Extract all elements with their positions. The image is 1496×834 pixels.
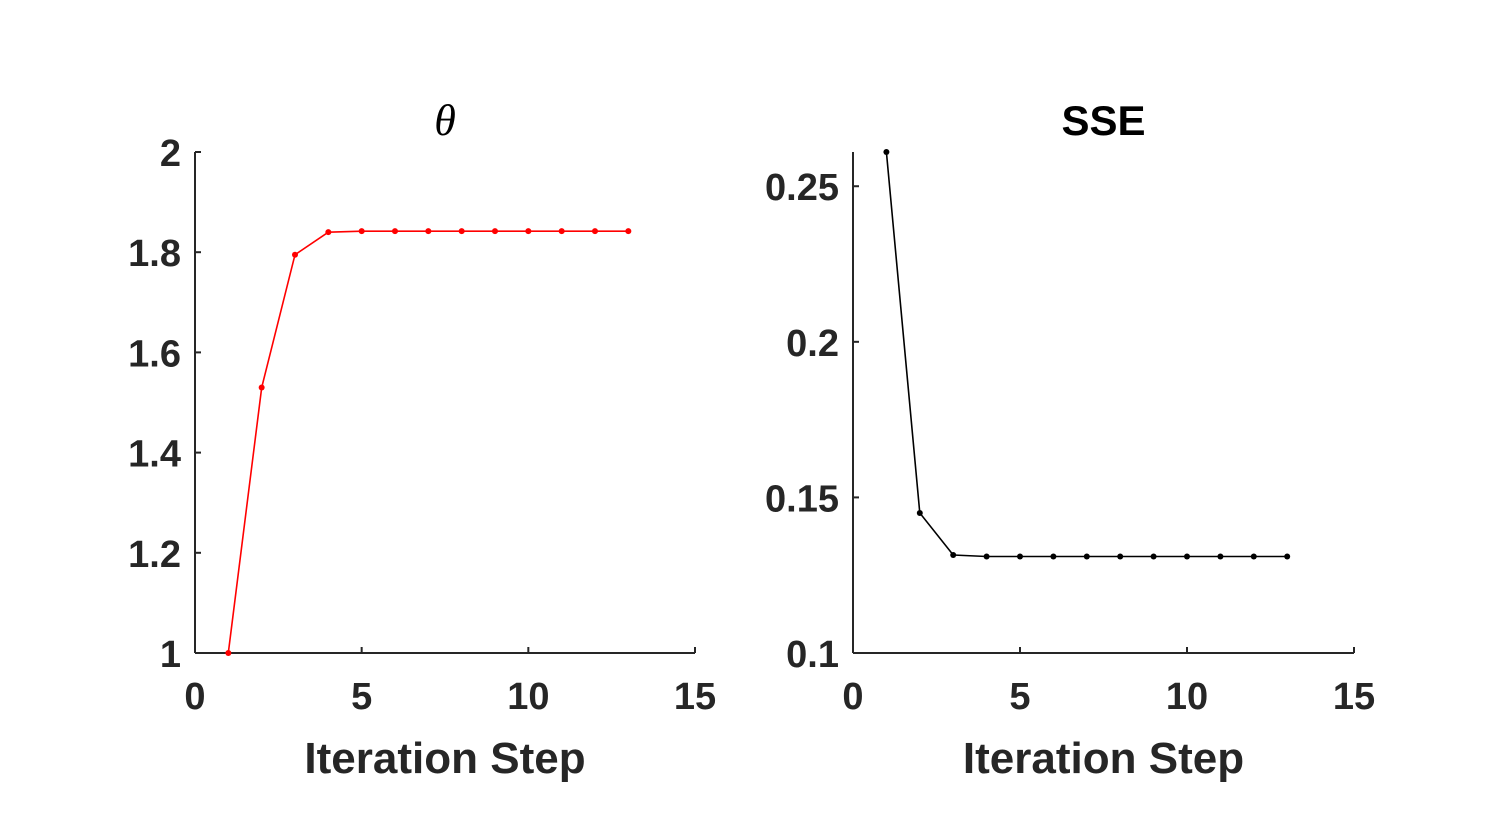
x-tick-label: 5 <box>1009 676 1030 718</box>
data-point <box>525 228 532 235</box>
y-tick-label: 0.15 <box>765 478 839 520</box>
x-tick-label: 0 <box>184 676 205 718</box>
x-tick-label: 5 <box>351 676 372 718</box>
y-tick-label: 0.1 <box>786 634 839 676</box>
data-point <box>1184 553 1190 560</box>
data-point <box>325 229 332 236</box>
chart-title: SSE <box>1061 97 1145 144</box>
data-point <box>950 551 957 558</box>
y-tick-label: 2 <box>160 133 181 175</box>
x-tick-label: 10 <box>1166 676 1208 718</box>
series-line <box>227 230 629 654</box>
data-point <box>292 251 298 258</box>
data-point <box>1284 553 1291 560</box>
chart-panel-sse: 0 5 10 15 0.1 0.15 0.2 0.25 Iteration Step SSE <box>765 97 1375 783</box>
x-tick-label: 10 <box>507 676 549 718</box>
data-point <box>358 228 365 235</box>
chart-panel-theta: 0 5 10 15 1 1.2 1.4 1.6 1.8 2 Iteration Step θ <box>128 96 716 783</box>
data-point <box>983 553 990 560</box>
data-point <box>492 228 498 235</box>
y-tick-label: 0.2 <box>786 323 839 365</box>
data-point <box>458 228 465 235</box>
x-tick-label: 0 <box>842 676 863 718</box>
data-point <box>1117 553 1124 560</box>
data-point <box>558 228 565 235</box>
data-point <box>1083 553 1090 560</box>
x-tick-label: 15 <box>1333 676 1375 718</box>
y-tick-label: 1.4 <box>128 434 181 476</box>
data-point <box>592 228 598 235</box>
data-point <box>225 650 232 656</box>
y-tick-label: 1 <box>160 634 181 676</box>
x-axis-label: Iteration Step <box>963 734 1244 783</box>
data-point <box>1217 553 1224 560</box>
y-tick-label: 1.8 <box>128 233 181 275</box>
y-tick-label: 1.6 <box>128 333 181 375</box>
data-point <box>883 149 890 155</box>
data-point <box>1150 553 1157 560</box>
y-tick-label: 1.2 <box>128 534 181 576</box>
data-point <box>625 228 632 235</box>
data-point <box>392 228 398 235</box>
data-point <box>425 228 432 235</box>
data-point <box>1250 553 1257 560</box>
data-point <box>1050 553 1057 560</box>
y-tick-label: 0.25 <box>765 167 839 209</box>
series-line <box>885 151 1288 558</box>
x-axis-label: Iteration Step <box>304 734 585 783</box>
x-tick-label: 15 <box>674 676 716 718</box>
data-point <box>258 384 265 391</box>
data-point <box>1017 553 1023 560</box>
data-point <box>916 509 923 516</box>
chart-title: θ <box>434 96 456 145</box>
